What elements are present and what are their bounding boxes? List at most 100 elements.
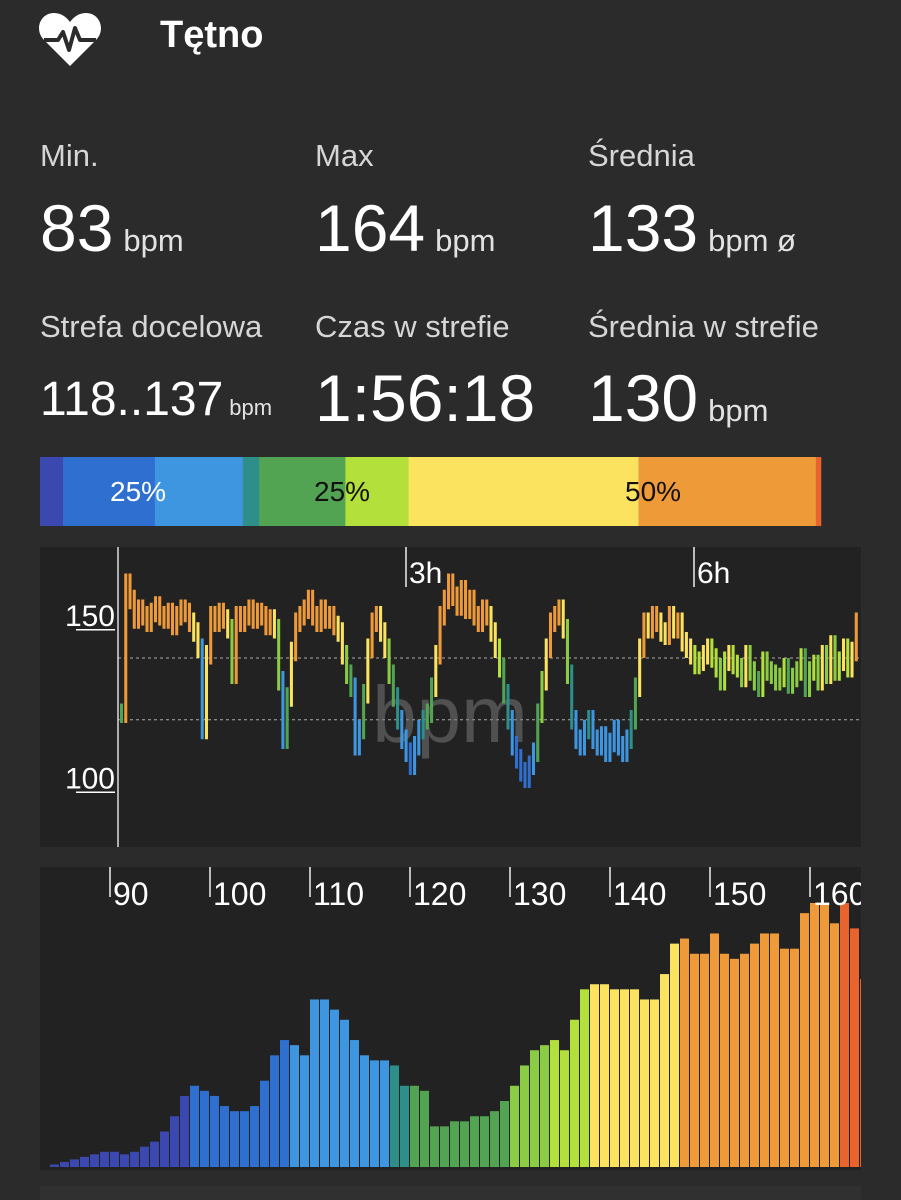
histogram-bar xyxy=(200,1090,209,1167)
hr-sample-bar xyxy=(638,638,642,697)
hr-sample-bar xyxy=(289,641,293,707)
histogram-bar xyxy=(320,999,329,1167)
hr-sample-bar xyxy=(400,710,404,749)
histogram-bar xyxy=(440,1126,449,1167)
hr-sample-bar xyxy=(599,726,603,756)
zone-segment xyxy=(40,457,64,526)
histogram-tick-label: 160 xyxy=(813,876,861,912)
histogram-bar xyxy=(380,1060,389,1167)
zone-pct-yellow: 50% xyxy=(625,476,682,507)
hr-sample-bar xyxy=(408,742,412,775)
hr-sample-bar xyxy=(357,719,361,756)
target-zone-value: 118..137 bpm xyxy=(40,373,273,426)
hr-sample-bar xyxy=(187,602,192,632)
hr-sample-bar xyxy=(667,606,671,645)
hr-sample-bar xyxy=(255,602,259,629)
hr-sample-bar xyxy=(442,589,446,626)
hr-sample-bar xyxy=(578,729,582,756)
hr-sample-bar xyxy=(689,638,693,665)
hr-sample-bar xyxy=(391,664,395,707)
time-tick-label: 6h xyxy=(697,557,730,590)
zone-segment xyxy=(259,457,346,526)
hr-sample-bar xyxy=(264,606,268,636)
histogram-bar xyxy=(700,953,709,1167)
histogram-bar xyxy=(490,1111,499,1167)
hr-sample-bar xyxy=(438,606,442,665)
histogram-bar xyxy=(660,974,669,1167)
zone-segment xyxy=(408,457,640,526)
histogram-bar xyxy=(310,999,319,1167)
hr-sample-bar xyxy=(345,645,349,684)
hr-sample-bar xyxy=(366,638,370,704)
hr-sample-bar xyxy=(842,638,846,671)
heart-pulse-icon xyxy=(39,13,101,66)
histogram-tick-label: 90 xyxy=(113,876,149,912)
heart-rate-time-chart: 3h 6h 150 100 bpm xyxy=(40,547,861,847)
hr-sample-bar xyxy=(493,622,497,658)
hr-sample-bar xyxy=(226,609,230,639)
hr-sample-bar xyxy=(260,602,264,626)
hr-sample-bar xyxy=(247,599,251,626)
hr-sample-bar xyxy=(786,658,790,694)
hr-sample-bar xyxy=(650,606,654,639)
hr-sample-bar xyxy=(684,632,688,658)
histogram-bar xyxy=(860,979,869,1167)
hr-sample-bar xyxy=(506,684,510,730)
hr-sample-bar xyxy=(145,606,149,632)
histogram-bar xyxy=(160,1131,169,1167)
histogram-bar xyxy=(740,953,749,1167)
histogram-bar xyxy=(360,1055,369,1167)
hr-sample-bar xyxy=(604,726,608,762)
histogram-bar xyxy=(680,938,689,1167)
histogram-bar xyxy=(750,943,759,1167)
histogram-bar xyxy=(600,984,609,1167)
hr-sample-bar xyxy=(489,606,493,642)
hr-sample-bar xyxy=(124,573,128,723)
hr-sample-bar xyxy=(693,645,697,675)
histogram-tick-label: 140 xyxy=(613,876,666,912)
histogram-bar xyxy=(60,1161,69,1167)
zone-segment xyxy=(62,457,156,526)
histogram-bar xyxy=(110,1151,119,1167)
histogram-bar xyxy=(500,1101,509,1167)
hr-sample-bar xyxy=(850,641,854,678)
heart-rate-histogram: 90 100 110 120 130 140 150 160 xyxy=(40,867,869,1170)
histogram-bar xyxy=(710,933,719,1167)
hr-sample-bar xyxy=(497,638,502,678)
hr-sample-bar xyxy=(379,606,383,642)
histogram-bar xyxy=(170,1116,179,1167)
hr-sample-bar xyxy=(209,606,213,665)
histogram-bar xyxy=(90,1154,99,1167)
hr-sample-bar xyxy=(234,606,238,684)
hr-sample-bar xyxy=(128,573,132,610)
hr-sample-bar xyxy=(370,612,374,658)
histogram-bar xyxy=(480,1116,489,1167)
hr-sample-bar xyxy=(659,612,663,642)
histogram-bar xyxy=(760,933,769,1167)
hr-sample-bar xyxy=(268,609,272,636)
hr-sample-bar xyxy=(332,606,336,636)
hr-sample-bar xyxy=(200,638,204,740)
hr-sample-bar xyxy=(825,645,829,684)
hr-sample-bar xyxy=(680,612,684,652)
hr-sample-bar xyxy=(854,612,858,662)
histogram-bar xyxy=(580,989,589,1167)
y-axis-label: 150 xyxy=(65,600,115,633)
hr-sample-bar xyxy=(459,580,463,616)
hr-sample-bar xyxy=(120,703,124,723)
max-label: Max xyxy=(315,138,374,173)
avg-in-zone-label: Średnia w strefie xyxy=(588,309,819,344)
hr-sample-bar xyxy=(565,619,569,684)
histogram-bar xyxy=(510,1085,519,1167)
hr-sample-bar xyxy=(591,710,595,749)
hr-sample-bar xyxy=(642,612,646,658)
hr-sample-bar xyxy=(349,664,353,697)
hr-sample-bar xyxy=(323,599,327,629)
histogram-bar xyxy=(260,1080,269,1167)
histogram-bar xyxy=(330,1009,339,1167)
hr-sample-bar xyxy=(132,589,136,629)
histogram-bar xyxy=(50,1164,59,1167)
hr-sample-bar xyxy=(523,762,527,788)
histogram-bar xyxy=(270,1055,279,1167)
hr-sample-bar xyxy=(179,599,183,626)
